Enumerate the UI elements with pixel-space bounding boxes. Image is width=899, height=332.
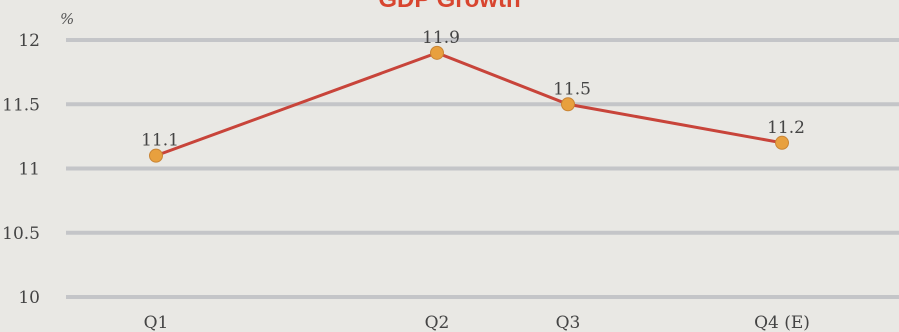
data-point [149,148,163,163]
data-label: 11.2 [767,118,805,138]
data-label: 11.1 [141,131,179,151]
y-tick-label: 10 [18,288,40,308]
y-tick-label: 10.5 [2,224,40,244]
data-label: 11.5 [553,79,591,99]
x-tick-label: Q1 [144,313,169,332]
chart-title: GDP Growth [0,0,899,14]
y-tick-label: 11.5 [2,95,40,115]
data-label: 11.9 [422,28,460,48]
x-tick-label: Q2 [425,313,450,332]
data-point [775,135,789,150]
y-unit-label: % [60,10,75,28]
x-tick-label: Q4 (E) [754,313,810,332]
data-point [430,45,444,60]
data-point [561,97,575,112]
y-tick-label: 12 [18,31,40,51]
x-tick-label: Q3 [556,313,581,332]
y-tick-label: 11 [18,160,40,180]
series-line [155,51,783,158]
